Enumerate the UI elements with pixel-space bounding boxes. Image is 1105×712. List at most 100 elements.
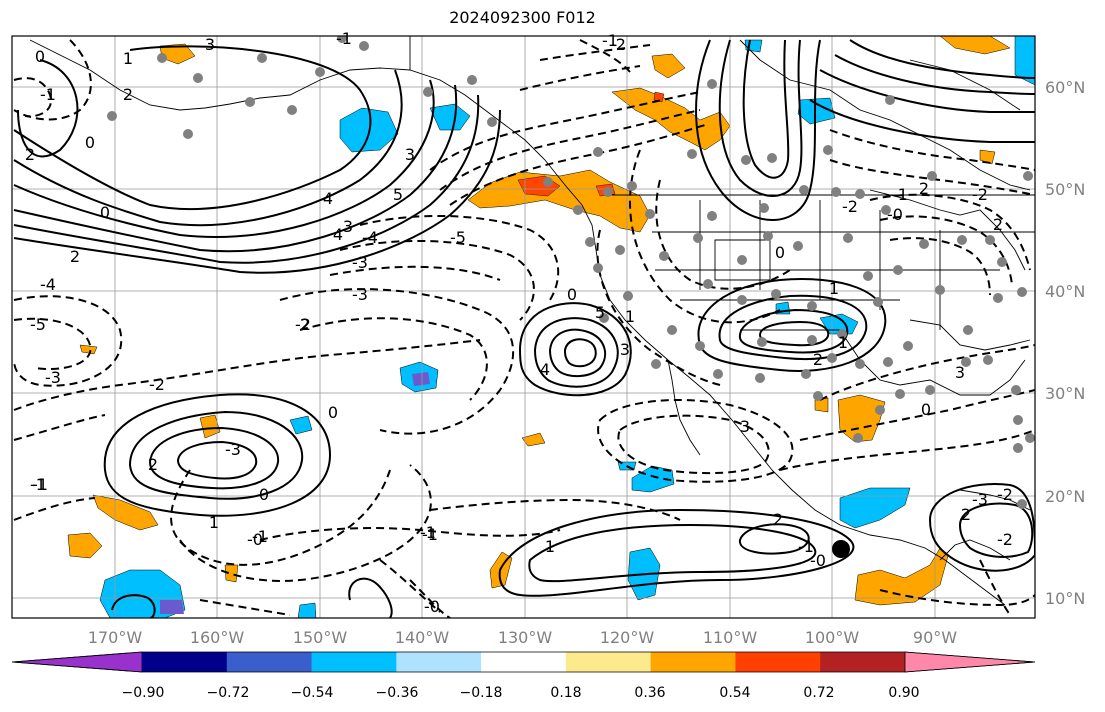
contour-label: 0	[100, 203, 110, 222]
contour-label: -3	[45, 368, 61, 387]
contour-label: -1	[252, 527, 268, 546]
contour-label: -2	[149, 375, 165, 394]
lon-label: 90°W	[913, 628, 957, 647]
contour-label: 1	[209, 513, 219, 532]
lat-label: 20°N	[1045, 487, 1085, 506]
contour-label: 2	[25, 145, 35, 164]
colorbar-segment	[396, 652, 482, 672]
station-dots	[107, 36, 1035, 509]
contour-label: -0	[810, 551, 826, 570]
contour-label: 1	[829, 279, 839, 298]
contour-label: -1	[30, 475, 46, 494]
latitude-labels: 60°N 50°N 40°N 30°N 20°N 10°N	[1045, 78, 1085, 608]
map-border	[11, 35, 1036, 619]
graticule	[12, 36, 1035, 618]
contour-label: 2	[148, 455, 158, 474]
colorbar-ticks: −0.90 −0.72 −0.54 −0.36 −0.18 0.18 0.36 …	[122, 685, 920, 701]
lon-label: 160°W	[190, 628, 245, 647]
contour-label: 2	[813, 350, 823, 369]
lon-label: 130°W	[498, 628, 553, 647]
contour-label: -2	[997, 530, 1013, 549]
strong-negative-shading	[160, 372, 430, 614]
contour-label: 0	[328, 403, 338, 422]
contour-label: 2	[919, 179, 929, 198]
contour-label: -0	[247, 530, 263, 549]
contour-label: 2	[961, 505, 971, 524]
contour-label: -3	[972, 490, 988, 509]
contour-label: 3	[343, 217, 353, 236]
contour-label: 2	[300, 315, 310, 334]
contour-label: -2	[997, 485, 1013, 504]
lon-label: 170°W	[88, 628, 143, 647]
lat-label: 30°N	[1045, 384, 1085, 403]
contour-label: -3	[352, 253, 368, 272]
lon-label: 100°W	[805, 628, 860, 647]
contour-label: -1	[40, 85, 56, 104]
colorbar-segment	[142, 652, 228, 672]
contour-label: -0	[887, 205, 903, 224]
marker-dot	[832, 540, 850, 558]
map-panel	[12, 36, 1035, 618]
colorbar-tick: 0.36	[634, 685, 665, 701]
contour-label: 3	[955, 363, 965, 382]
map-title: 2024092300 F012	[449, 8, 596, 27]
contour-label: 3	[620, 340, 630, 359]
lon-label: 120°W	[600, 628, 655, 647]
contour-label: 0	[921, 400, 931, 419]
contour-label: 0	[35, 47, 45, 66]
colorbar-extend-low	[11, 651, 143, 673]
colorbar-segment	[311, 652, 397, 672]
contour-label: -2	[842, 197, 858, 216]
contour-label: 1	[838, 333, 848, 352]
contour-label: 2	[773, 510, 783, 529]
colorbar-segment	[650, 652, 736, 672]
colorbar-tick: 0.72	[803, 685, 834, 701]
contour-label: -3	[352, 285, 368, 304]
colorbar-segment	[820, 652, 906, 672]
colorbar	[11, 651, 1036, 673]
colorbar-segment	[226, 652, 313, 672]
contour-label: 1	[545, 537, 555, 556]
lon-label: 150°W	[293, 628, 348, 647]
contour-label: -2	[295, 315, 311, 334]
contour-label: 5	[393, 185, 403, 204]
contour-label: 4	[323, 189, 333, 208]
contour-label: 0	[259, 485, 269, 504]
colorbar-tick: −0.90	[122, 685, 165, 701]
lon-label: 140°W	[395, 628, 450, 647]
contour-label: 3	[405, 145, 415, 164]
contour-label: 1	[625, 307, 635, 326]
coastlines	[29, 36, 1035, 606]
lat-label: 10°N	[1045, 589, 1085, 608]
colorbar-tick: −0.54	[291, 685, 334, 701]
contour-label: -5	[30, 315, 46, 334]
colorbar-tick: −0.36	[376, 685, 419, 701]
negative-contours	[13, 39, 1035, 618]
contour-label: -4	[40, 275, 56, 294]
contour-label: -1	[336, 29, 352, 48]
contour-label: -1	[602, 31, 618, 50]
contour-label: 4	[540, 360, 550, 379]
contour-label: -1	[422, 525, 438, 544]
colorbar-tick: 0.90	[888, 685, 919, 701]
lon-label: 110°W	[703, 628, 758, 647]
contour-label: 2	[993, 215, 1003, 234]
contour-label: -5	[450, 228, 466, 247]
contour-label: -4	[362, 228, 378, 247]
colorbar-extend-high	[904, 651, 1036, 673]
colorbar-tick: −0.72	[207, 685, 250, 701]
contour-label: 0	[567, 285, 577, 304]
contour-label: 3	[205, 35, 215, 54]
contour-label: -1	[798, 537, 814, 556]
contour-label: -1	[892, 185, 908, 204]
lat-label: 50°N	[1045, 180, 1085, 199]
contour-label: 0	[85, 133, 95, 152]
colorbar-outline	[11, 651, 1036, 673]
colorbar-segment	[565, 652, 652, 672]
lat-label: 60°N	[1045, 78, 1085, 97]
contour-label: -2	[610, 35, 626, 54]
contour-label: -3	[225, 440, 241, 459]
contour-label: -1	[420, 523, 436, 542]
colorbar-segment	[481, 652, 567, 672]
